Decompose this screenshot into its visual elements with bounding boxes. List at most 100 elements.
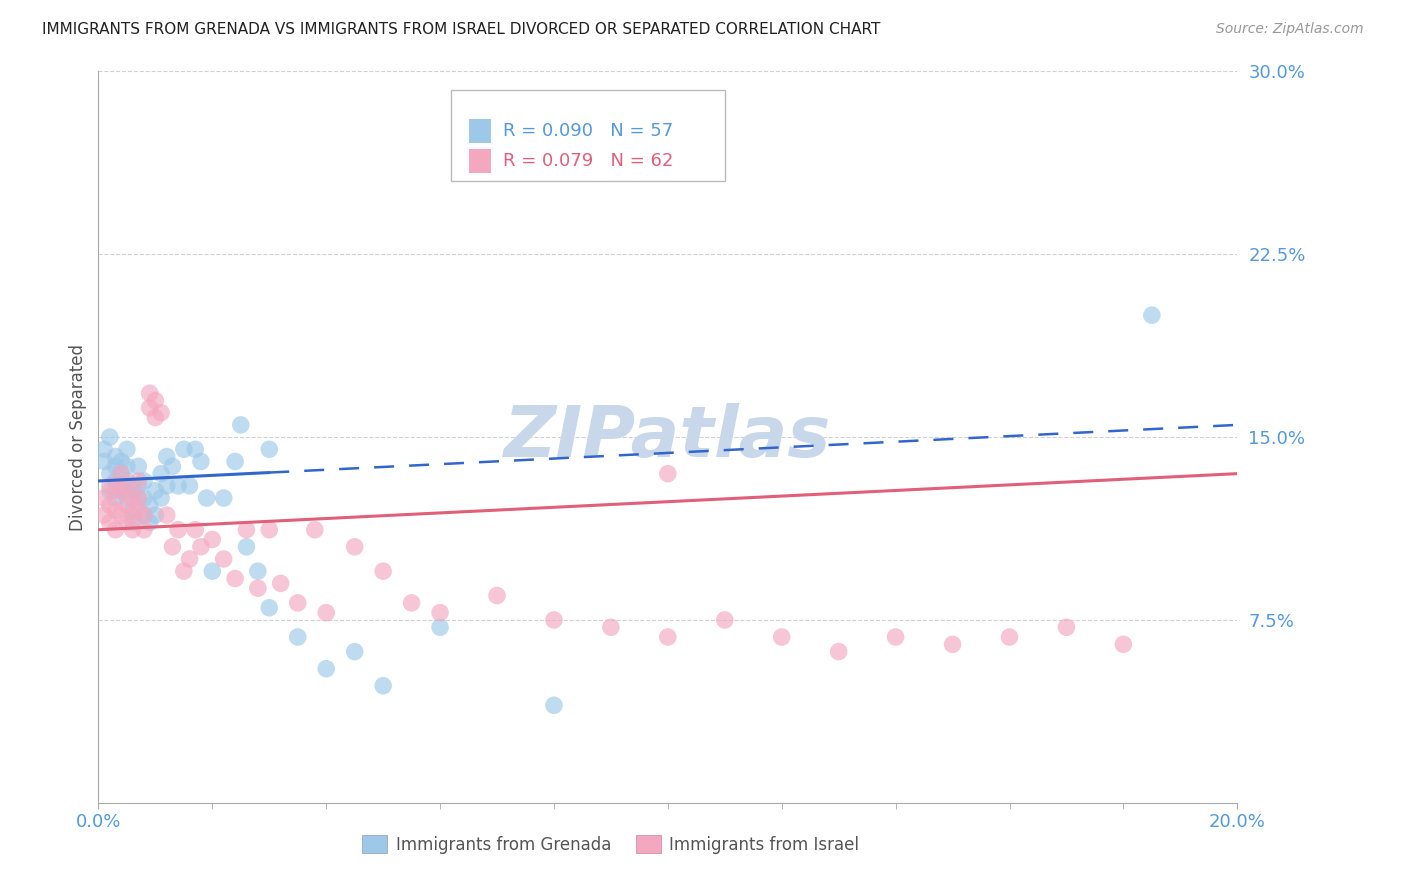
Point: [315, 606, 337, 620]
Point: [104, 459, 127, 474]
Point: [93, 442, 115, 457]
FancyBboxPatch shape: [451, 90, 725, 181]
Point: [259, 523, 281, 537]
Point: [401, 596, 423, 610]
Point: [429, 620, 451, 634]
Point: [121, 523, 143, 537]
Point: [121, 491, 143, 505]
Point: [429, 606, 451, 620]
Point: [167, 523, 190, 537]
Point: [104, 491, 127, 505]
Point: [93, 491, 115, 505]
Point: [224, 572, 246, 586]
Text: IMMIGRANTS FROM GRENADA VS IMMIGRANTS FROM ISRAEL DIVORCED OR SEPARATED CORRELAT: IMMIGRANTS FROM GRENADA VS IMMIGRANTS FR…: [42, 22, 880, 37]
Point: [127, 491, 149, 505]
Point: [127, 503, 149, 517]
Point: [121, 503, 143, 517]
Point: [121, 516, 143, 530]
Point: [138, 386, 160, 401]
Point: [115, 442, 138, 457]
Point: [98, 516, 121, 530]
Text: ZIPatlas: ZIPatlas: [505, 402, 831, 472]
FancyBboxPatch shape: [468, 120, 491, 144]
Point: [259, 442, 281, 457]
Point: [121, 479, 143, 493]
Point: [229, 417, 252, 432]
Point: [132, 508, 155, 522]
Point: [145, 483, 167, 498]
Point: [179, 552, 201, 566]
Point: [104, 483, 127, 498]
Legend: Immigrants from Grenada, Immigrants from Israel: Immigrants from Grenada, Immigrants from…: [356, 829, 866, 860]
Point: [127, 479, 149, 493]
Point: [543, 613, 565, 627]
Point: [110, 508, 132, 522]
Point: [167, 479, 190, 493]
Point: [600, 620, 623, 634]
Point: [115, 516, 138, 530]
Point: [770, 630, 793, 644]
Point: [132, 508, 155, 522]
Point: [246, 581, 269, 595]
Point: [179, 479, 201, 493]
Point: [110, 454, 132, 468]
Point: [942, 637, 965, 651]
Point: [162, 459, 184, 474]
Point: [224, 454, 246, 468]
Point: [1112, 637, 1135, 651]
Point: [212, 491, 235, 505]
Point: [201, 533, 224, 547]
Point: [884, 630, 907, 644]
Point: [115, 474, 138, 488]
Point: [132, 523, 155, 537]
Point: [259, 600, 281, 615]
Point: [657, 467, 679, 481]
Point: [190, 540, 212, 554]
Point: [270, 576, 292, 591]
Point: [828, 645, 851, 659]
Point: [150, 491, 173, 505]
Point: [343, 645, 366, 659]
Point: [93, 508, 115, 522]
Point: [304, 523, 326, 537]
Point: [343, 540, 366, 554]
Point: [132, 474, 155, 488]
Point: [115, 479, 138, 493]
Point: [127, 474, 149, 488]
Point: [150, 467, 173, 481]
Point: [104, 474, 127, 488]
Point: [98, 467, 121, 481]
Point: [235, 523, 257, 537]
Point: [246, 564, 269, 578]
Point: [127, 491, 149, 505]
Point: [145, 393, 167, 408]
FancyBboxPatch shape: [468, 149, 491, 173]
Point: [657, 630, 679, 644]
Point: [93, 454, 115, 468]
Point: [156, 508, 179, 522]
Point: [150, 406, 173, 420]
Point: [104, 523, 127, 537]
Point: [110, 479, 132, 493]
Point: [287, 596, 309, 610]
Point: [173, 564, 195, 578]
Point: [145, 410, 167, 425]
Point: [1140, 308, 1163, 322]
Point: [138, 401, 160, 415]
Point: [98, 483, 121, 498]
Point: [162, 540, 184, 554]
Text: Source: ZipAtlas.com: Source: ZipAtlas.com: [1216, 22, 1364, 37]
Point: [115, 491, 138, 505]
Point: [156, 450, 179, 464]
Point: [184, 442, 207, 457]
Point: [315, 662, 337, 676]
Point: [173, 442, 195, 457]
Point: [98, 430, 121, 444]
Point: [115, 459, 138, 474]
Point: [121, 508, 143, 522]
Point: [373, 679, 395, 693]
Point: [714, 613, 737, 627]
Point: [201, 564, 224, 578]
Point: [132, 491, 155, 505]
Point: [1056, 620, 1078, 634]
